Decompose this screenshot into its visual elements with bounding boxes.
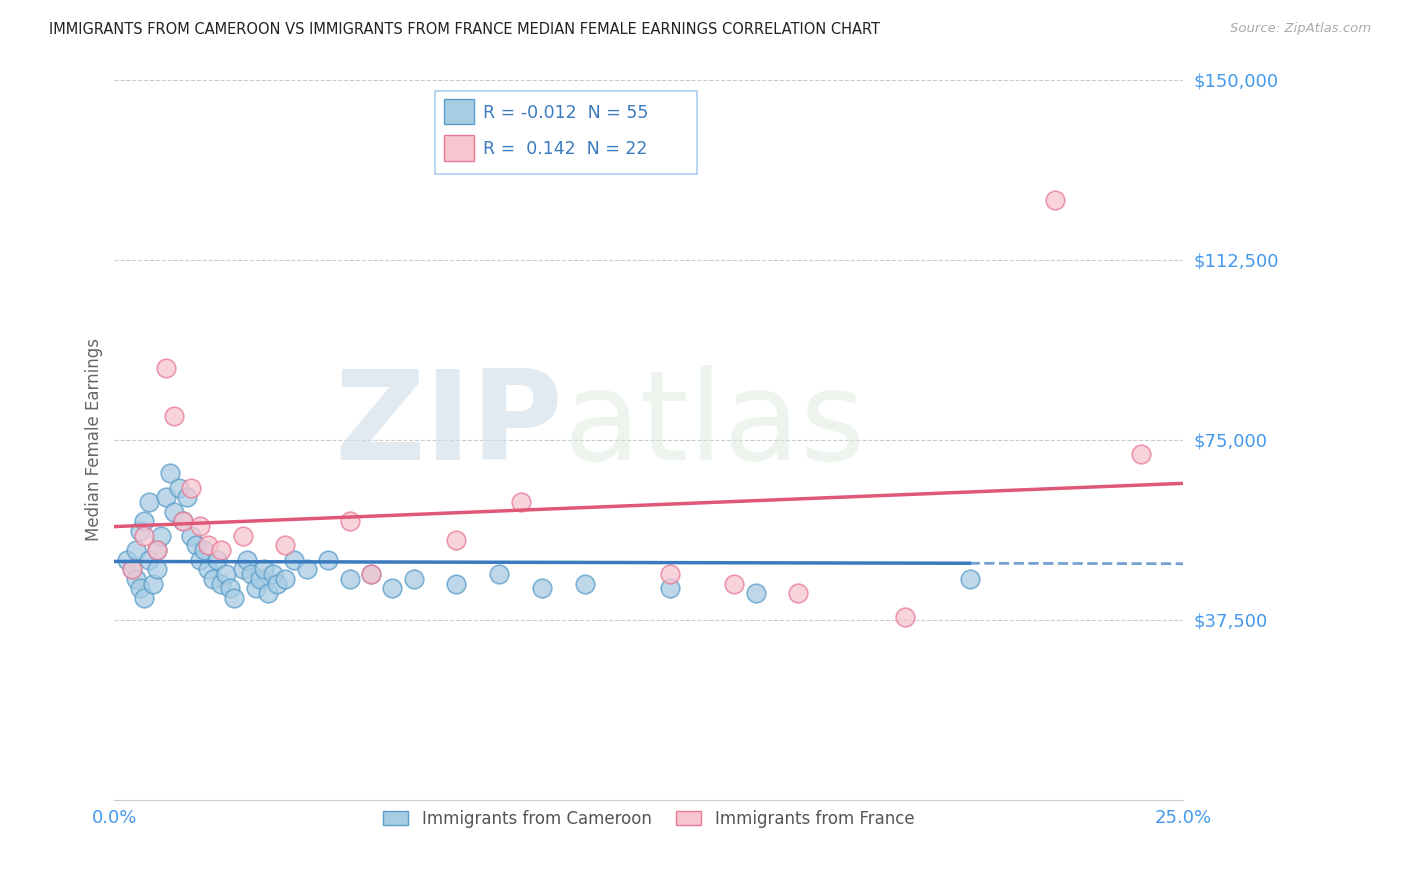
Point [155, 491, 177, 505]
Point [138, 552, 160, 566]
Point [159, 467, 181, 481]
Point [125, 572, 148, 586]
Point [129, 524, 152, 538]
Point [155, 360, 177, 375]
Point [121, 562, 143, 576]
Point [184, 538, 207, 552]
Point [1129, 447, 1152, 461]
Point [224, 591, 246, 605]
Point [193, 543, 215, 558]
Point [266, 576, 288, 591]
Point [446, 576, 468, 591]
Point [209, 576, 232, 591]
Point [163, 409, 186, 423]
Point [167, 481, 190, 495]
Text: R =  0.142  N = 22: R = 0.142 N = 22 [484, 140, 648, 158]
Text: R = -0.012  N = 55: R = -0.012 N = 55 [484, 103, 648, 121]
Point [134, 514, 156, 528]
Point [509, 495, 531, 509]
Point [142, 576, 165, 591]
Point [201, 572, 224, 586]
FancyBboxPatch shape [444, 99, 474, 124]
Point [381, 582, 404, 596]
Point [214, 567, 236, 582]
Point [1043, 193, 1066, 207]
Point [446, 533, 468, 548]
Text: IMMIGRANTS FROM CAMEROON VS IMMIGRANTS FROM FRANCE MEDIAN FEMALE EARNINGS CORREL: IMMIGRANTS FROM CAMEROON VS IMMIGRANTS F… [49, 22, 880, 37]
Y-axis label: Median Female Earnings: Median Female Earnings [86, 338, 103, 541]
Point [197, 562, 219, 576]
Point [488, 567, 510, 582]
Point [959, 572, 981, 586]
Point [316, 552, 339, 566]
Text: atlas: atlas [564, 365, 866, 486]
Point [172, 514, 194, 528]
Point [209, 543, 232, 558]
Point [262, 567, 284, 582]
Point [218, 582, 240, 596]
Point [138, 495, 160, 509]
Point [274, 538, 297, 552]
Point [530, 582, 553, 596]
Point [134, 529, 156, 543]
Point [146, 562, 169, 576]
Point [274, 572, 297, 586]
Point [723, 576, 745, 591]
Text: ZIP: ZIP [335, 365, 564, 486]
FancyBboxPatch shape [434, 91, 697, 174]
Point [245, 582, 267, 596]
Point [134, 591, 156, 605]
Point [745, 586, 768, 600]
Point [295, 562, 318, 576]
Legend: Immigrants from Cameroon, Immigrants from France: Immigrants from Cameroon, Immigrants fro… [377, 803, 921, 834]
FancyBboxPatch shape [444, 136, 474, 161]
Point [787, 586, 810, 600]
Point [125, 543, 148, 558]
Point [257, 586, 280, 600]
Point [249, 572, 271, 586]
Point [659, 567, 682, 582]
Point [188, 519, 211, 533]
Point [129, 582, 152, 596]
Point [283, 552, 305, 566]
Text: Source: ZipAtlas.com: Source: ZipAtlas.com [1230, 22, 1371, 36]
Point [205, 552, 228, 566]
Point [115, 552, 138, 566]
Point [197, 538, 219, 552]
Point [146, 543, 169, 558]
Point [339, 514, 361, 528]
Point [240, 567, 263, 582]
Point [180, 529, 202, 543]
Point [253, 562, 276, 576]
Point [360, 567, 382, 582]
Point [232, 529, 254, 543]
Point [232, 562, 254, 576]
Point [574, 576, 596, 591]
Point [172, 514, 194, 528]
Point [236, 552, 259, 566]
Point [146, 543, 169, 558]
Point [150, 529, 173, 543]
Point [176, 491, 198, 505]
Point [163, 505, 186, 519]
Point [360, 567, 382, 582]
Point [894, 610, 917, 624]
Point [188, 552, 211, 566]
Point [339, 572, 361, 586]
Point [402, 572, 425, 586]
Point [180, 481, 202, 495]
Point [121, 562, 143, 576]
Point [659, 582, 682, 596]
